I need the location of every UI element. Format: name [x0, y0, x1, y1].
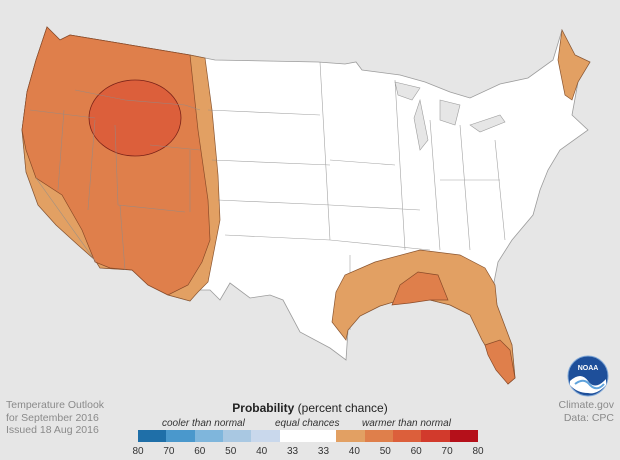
legend-swatch: [392, 430, 422, 442]
legend-warmer-label: warmer than normal: [362, 418, 451, 429]
outlook-period: for September 2016: [6, 411, 99, 424]
legend-tick-label: 70: [163, 446, 175, 457]
legend-swatch: [421, 430, 450, 442]
great-lakes: [394, 81, 506, 151]
legend-swatch: [336, 430, 365, 442]
legend-title: Probability (percent chance): [0, 401, 620, 415]
source-data: Data: CPC: [563, 411, 614, 424]
legend-tick-label: 33: [286, 446, 299, 457]
legend-swatch: [251, 430, 280, 442]
noaa-logo: NOAA: [567, 355, 609, 397]
legend-swatch: [279, 430, 308, 442]
legend-title-rest: (percent chance): [294, 401, 388, 415]
legend-swatch: [138, 430, 167, 442]
state-borders: [29, 61, 506, 330]
outlook-caption: Temperature Outlook for September 2016 I…: [6, 399, 104, 437]
legend-ticks: 80 70 60 50 40 33 33 40 50 60 70 80: [131, 446, 485, 458]
outlook-issued: Issued 18 Aug 2016: [6, 424, 99, 436]
probability-ring-50-southeast: [391, 271, 449, 306]
legend-tick-label: 33: [317, 446, 330, 457]
legend-swatch: [194, 430, 223, 442]
legend-swatch: [166, 430, 195, 442]
legend-tick-label: 60: [194, 446, 206, 457]
probability-ring-60-oval: [88, 79, 182, 157]
legend-swatch: [364, 430, 393, 442]
probability-ring-40-maine: [557, 28, 591, 101]
source-site: Climate.gov: [558, 399, 614, 411]
legend-tick-label: 80: [132, 446, 144, 457]
probability-ring-50-west: [21, 26, 211, 296]
legend-tick-label: 80: [472, 446, 484, 457]
legend-tick-label: 40: [256, 446, 268, 457]
noaa-logo-text: NOAA: [578, 365, 599, 372]
probability-ring-50-florida: [484, 339, 516, 385]
legend-swatch: [307, 430, 337, 442]
legend-swatch: [222, 430, 252, 442]
legend-color-scale: [138, 430, 478, 442]
legend-tick-label: 40: [348, 446, 360, 457]
legend-cooler-label: cooler than normal: [162, 418, 245, 429]
outlook-title: Temperature Outlook: [6, 399, 105, 411]
legend-tick-label: 70: [441, 446, 453, 457]
legend-tick-label: 50: [379, 446, 391, 457]
legend-tick-label: 50: [225, 446, 237, 457]
legend-tick-label: 60: [410, 446, 422, 457]
legend-equal-label: equal chances: [275, 418, 340, 429]
source-caption: Climate.gov Data: CPC: [559, 399, 614, 424]
legend-title-bold: Probability: [232, 401, 295, 415]
legend-swatch: [449, 430, 478, 442]
